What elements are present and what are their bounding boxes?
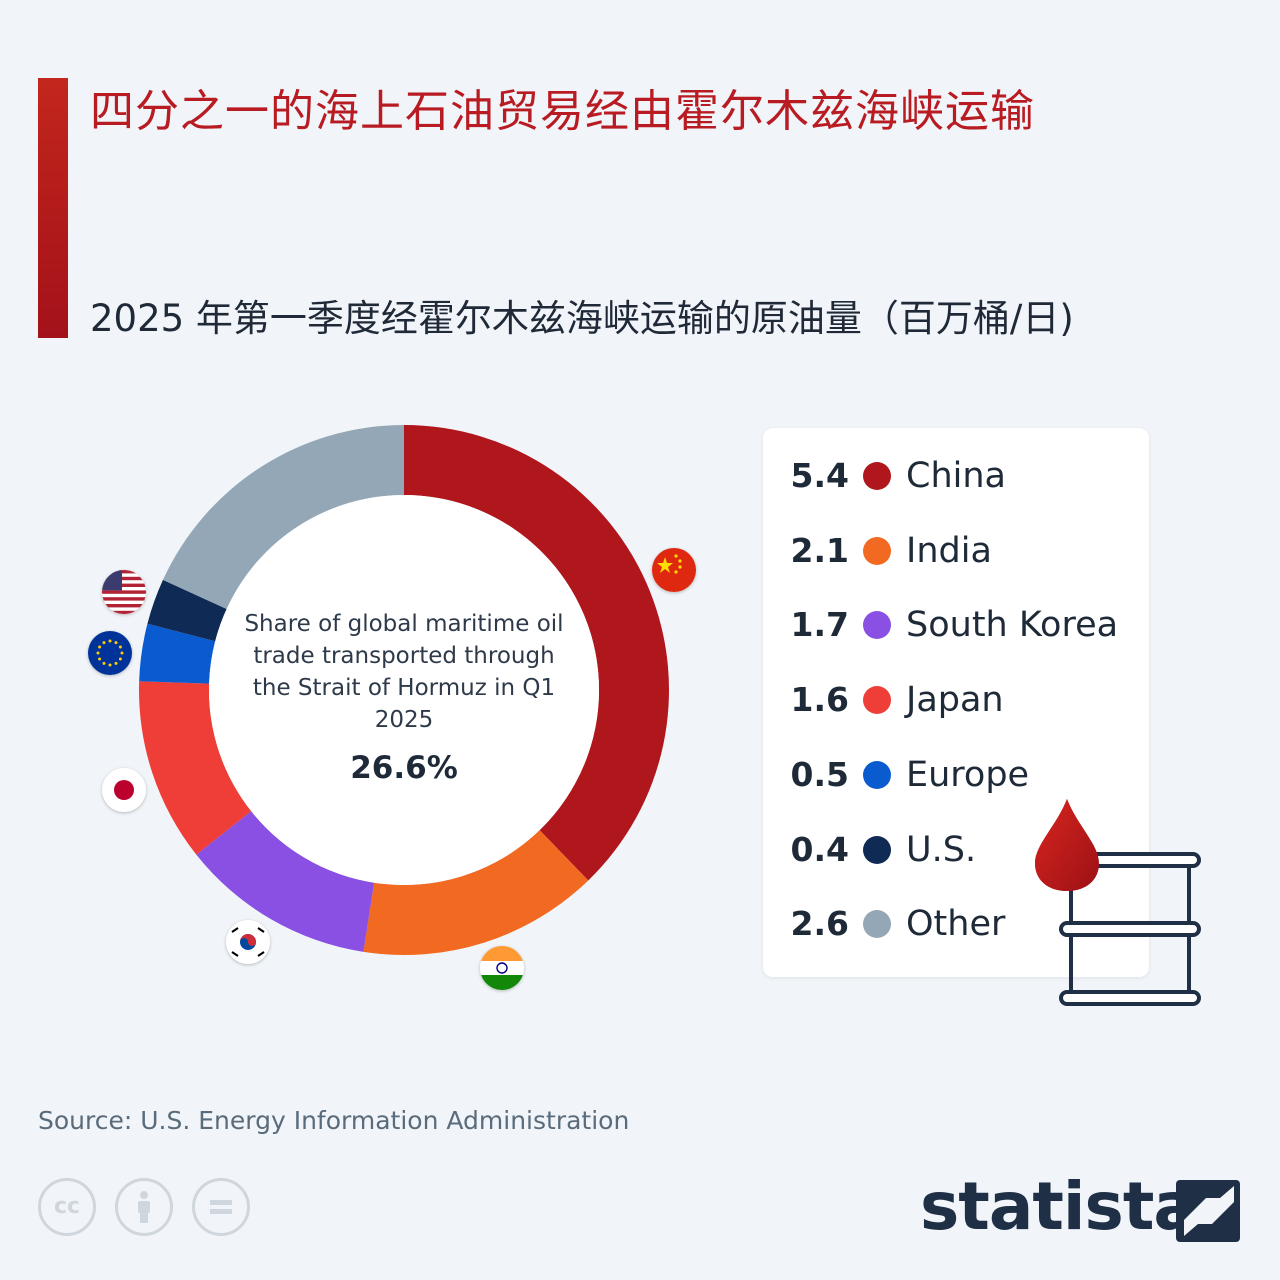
japan-flag-icon <box>102 768 146 812</box>
legend-value: 1.6 <box>790 680 849 720</box>
donut-slice-japan <box>139 681 252 855</box>
legend-label: China <box>906 456 1006 496</box>
donut-center-value: 26.6% <box>350 750 458 786</box>
legend-color-dot <box>863 462 891 490</box>
legend-label: Other <box>906 904 1006 945</box>
us-flag-icon <box>102 570 146 614</box>
donut-slice-china <box>404 425 669 881</box>
legend-color-dot <box>863 686 891 715</box>
oil-barrel-icon <box>1035 799 1201 1006</box>
donut-slice-india <box>363 830 589 956</box>
legend-row: 0.5 Europe <box>763 745 1149 805</box>
legend-value: 0.5 <box>790 754 849 794</box>
no-derivatives-icon[interactable] <box>192 1178 250 1236</box>
china-flag-icon <box>652 548 696 592</box>
legend-row: 0.4 U.S. <box>763 820 1149 880</box>
chart-title: 四分之一的海上石油贸易经由霍尔木兹海峡运输 <box>90 86 1035 137</box>
legend-row: 1.7 South Korea <box>763 595 1149 655</box>
legend-color-dot <box>863 835 891 864</box>
accent-bar <box>38 78 68 338</box>
legend-value: 2.1 <box>790 530 849 570</box>
cc-icon[interactable]: cc <box>38 1178 96 1236</box>
legend-color-dot <box>863 910 891 939</box>
legend-label: Japan <box>906 680 1004 721</box>
legend-value: 2.6 <box>790 904 849 944</box>
chart-subtitle: 2025 年第一季度经霍尔木兹海峡运输的原油量（百万桶/日) <box>90 297 1074 340</box>
legend-value: 0.4 <box>790 829 849 869</box>
statista-logo[interactable]: statista <box>920 1168 1198 1245</box>
legend-label: South Korea <box>906 605 1119 646</box>
eu-flag-icon <box>88 631 132 675</box>
legend-label: U.S. <box>906 829 977 870</box>
legend-color-dot <box>863 611 891 640</box>
legend-value: 5.4 <box>790 456 849 495</box>
south-korea-flag-icon <box>226 920 270 964</box>
legend-label: Europe <box>906 754 1030 795</box>
attribution-icon[interactable] <box>115 1178 173 1236</box>
donut-slice-south-korea <box>196 811 375 952</box>
legend-value: 1.7 <box>790 605 849 645</box>
donut-slice-u-s <box>147 579 227 642</box>
donut-slice-europe <box>139 623 216 684</box>
india-flag-icon <box>480 946 524 990</box>
legend-color-dot <box>863 536 891 565</box>
legend-label: India <box>906 530 992 571</box>
legend-row: 2.6 Other <box>763 894 1149 954</box>
legend-row: 2.1 India <box>763 521 1149 581</box>
source-note: Source: U.S. Energy Information Administ… <box>38 1106 630 1135</box>
donut-center-text: Share of global maritime oil trade trans… <box>244 611 564 733</box>
donut-hole <box>209 495 599 885</box>
legend-row: 5.4 China <box>763 446 1149 506</box>
legend-row: 1.6 Japan <box>763 670 1149 730</box>
donut-chart <box>139 425 669 956</box>
legend-color-dot <box>863 760 891 789</box>
donut-slice-other <box>162 425 404 609</box>
statista-logo-mark-icon <box>1176 1180 1240 1242</box>
